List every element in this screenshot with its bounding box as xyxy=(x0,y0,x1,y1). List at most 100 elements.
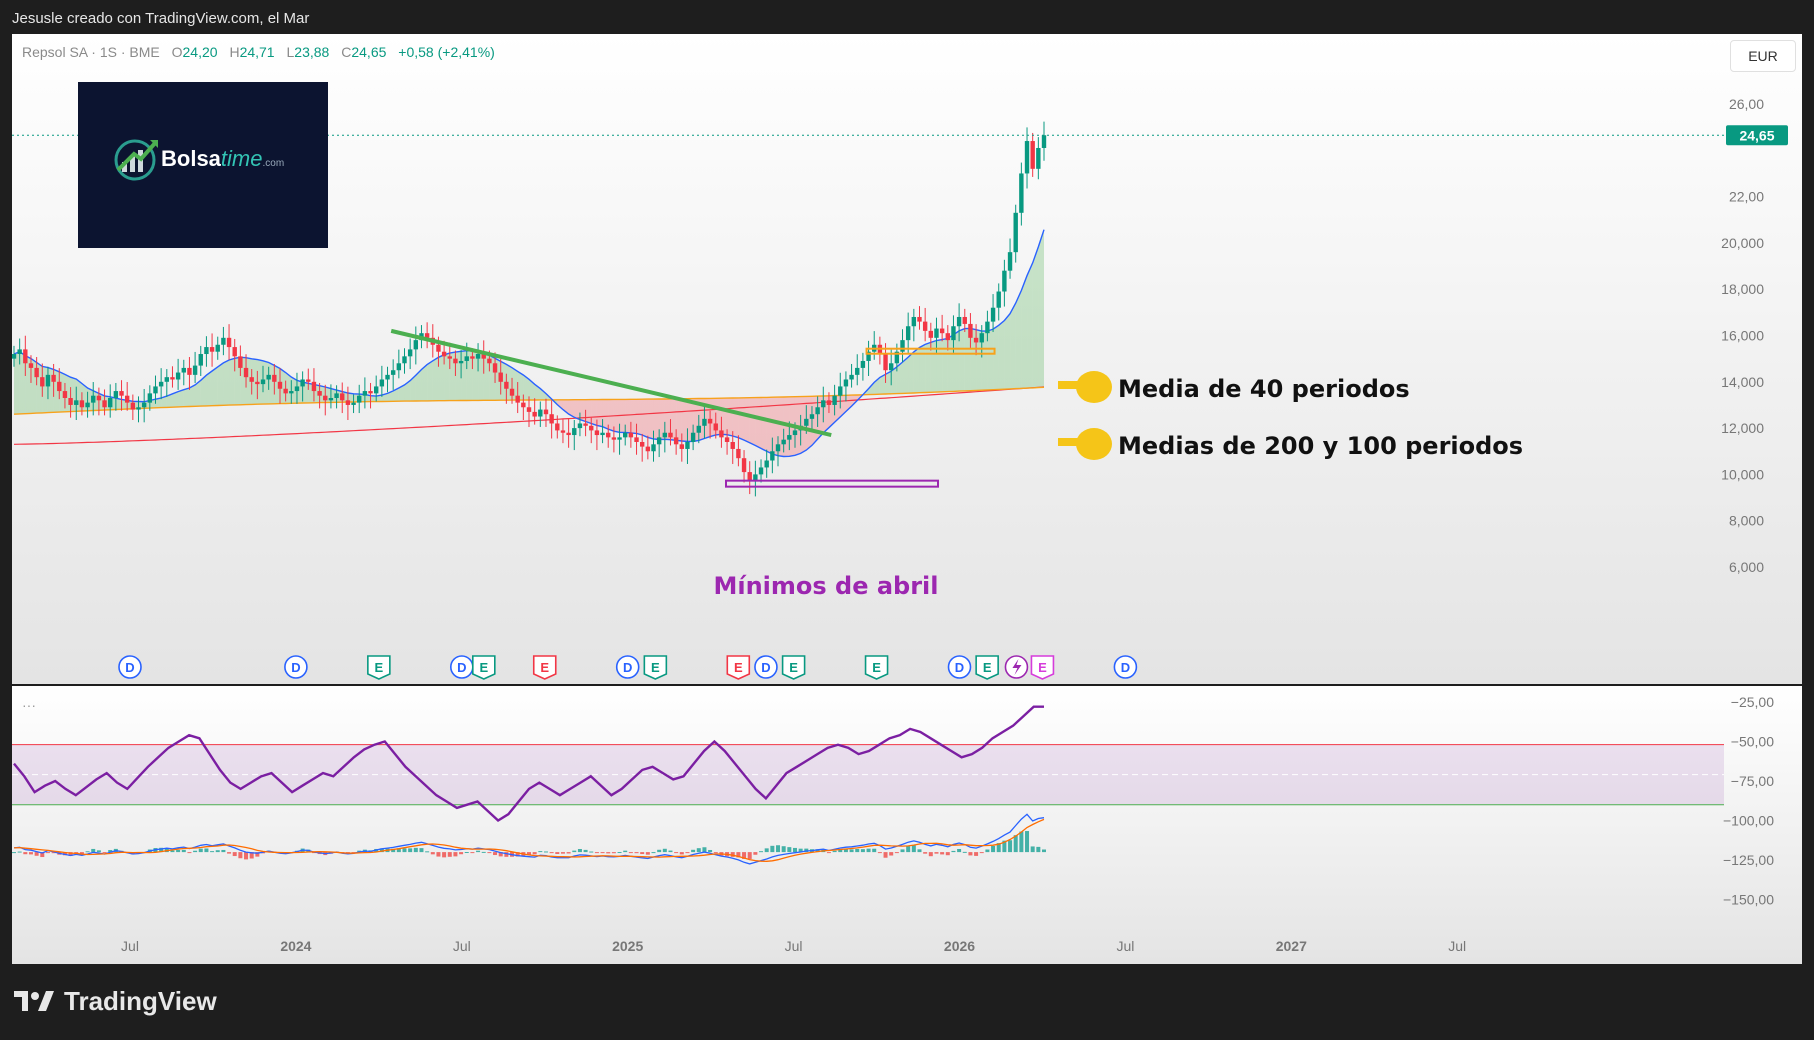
macd-histogram-bar xyxy=(855,848,860,853)
ma-fill-band xyxy=(195,380,201,407)
macd-histogram-bar xyxy=(674,852,679,854)
candle-body xyxy=(357,395,362,403)
ma-fill-band xyxy=(653,399,660,440)
macd-histogram-bar xyxy=(979,852,984,854)
osc-pane-bg xyxy=(12,686,1802,964)
candle-body xyxy=(611,437,617,440)
candle-body xyxy=(153,386,158,394)
chart-svg[interactable]: Mínimos de abril Media de 40 periodos Medi… xyxy=(12,34,1802,964)
macd-histogram-bar xyxy=(651,852,656,854)
ma-fill-band xyxy=(647,399,654,439)
ma-fill-band xyxy=(585,399,592,424)
candle-body xyxy=(623,432,628,438)
ma-fill-band xyxy=(919,344,926,393)
ma-fill-band xyxy=(178,389,184,407)
ma-fill-band xyxy=(172,391,179,408)
candle-body xyxy=(985,321,990,334)
candle-body xyxy=(175,372,181,380)
macd-histogram-bar xyxy=(685,852,690,854)
candle-body xyxy=(390,370,396,375)
hand-finger xyxy=(1058,438,1080,446)
candle-body xyxy=(656,437,662,445)
candle-body xyxy=(849,374,854,380)
macd-histogram-bar xyxy=(244,852,249,860)
trendline xyxy=(390,328,832,437)
earnings-event-label: E xyxy=(983,660,992,675)
candle-body xyxy=(724,437,730,442)
dividend-event-label: D xyxy=(623,660,632,675)
macd-histogram-bar xyxy=(753,852,758,855)
earnings-event-icon xyxy=(1030,655,1055,680)
macd-histogram-bar xyxy=(634,852,639,854)
ma-fill-band xyxy=(393,387,399,402)
earnings-event-label: E xyxy=(375,660,384,675)
ma-fill-band xyxy=(42,366,48,413)
candle-body xyxy=(560,430,566,433)
candle-body xyxy=(928,330,934,338)
macd-histogram-bar xyxy=(453,852,458,857)
candle-body xyxy=(283,388,288,394)
ma-fill-band xyxy=(925,342,931,393)
macd-histogram-bar xyxy=(51,852,56,854)
dividend-event-icon xyxy=(615,655,640,679)
ma-fill-band xyxy=(710,398,716,437)
macd-histogram-bar xyxy=(91,848,96,853)
candle-body xyxy=(368,391,373,394)
candle-body xyxy=(821,400,826,408)
macd-histogram-bar xyxy=(96,850,101,853)
ma-fill-band xyxy=(14,351,20,415)
macd-histogram-bar xyxy=(872,848,877,853)
symbol-legend: Repsol SA · 1S · BME O24,20 H24,71 L23,8… xyxy=(22,44,495,60)
candle-body xyxy=(532,411,537,417)
ma-fill-band xyxy=(25,355,31,414)
currency-button[interactable]: EUR xyxy=(1730,40,1796,72)
ma-fill-band xyxy=(455,351,462,401)
ma-fill-band xyxy=(1027,262,1033,389)
earnings-event-label: E xyxy=(479,660,488,675)
candle-body xyxy=(136,407,141,410)
tradingview-footer[interactable]: TradingView xyxy=(14,986,217,1017)
time-tick-label: 2025 xyxy=(612,938,643,954)
candle-body xyxy=(758,467,764,475)
macd-histogram-bar xyxy=(640,852,645,855)
ma-fill-band xyxy=(602,399,609,430)
macd-histogram-bar xyxy=(1008,840,1013,853)
price-tick-label: 20,000 xyxy=(1721,235,1764,251)
macd-histogram-bar xyxy=(159,847,164,853)
dividend-event-label: D xyxy=(1121,660,1130,675)
macd-histogram-bar xyxy=(776,845,781,853)
candle-body xyxy=(832,395,837,405)
candle-body xyxy=(487,358,492,364)
candle-body xyxy=(962,316,967,324)
ma-fill-band xyxy=(200,375,207,407)
candle-body xyxy=(170,377,175,380)
candle-body xyxy=(221,337,226,345)
candle-body xyxy=(238,356,243,368)
hand-finger xyxy=(1058,381,1080,389)
candle-body xyxy=(566,432,571,436)
osc-tick-label: −25,00 xyxy=(1731,694,1774,710)
candle-body xyxy=(713,423,718,431)
label-medias-200-100: Medias de 200 y 100 periodos xyxy=(1118,432,1523,460)
macd-histogram-bar xyxy=(826,852,831,854)
candle-body xyxy=(1030,141,1035,169)
time-tick-label: Jul xyxy=(121,938,139,954)
price-tick-label: 10,000 xyxy=(1721,466,1764,482)
macd-histogram-bar xyxy=(679,852,684,855)
ma-fill-band xyxy=(432,357,439,401)
macd-histogram-bar xyxy=(176,849,181,853)
candle-body xyxy=(158,381,164,387)
ma-fill-band xyxy=(557,399,563,410)
macd-histogram-bar xyxy=(560,852,565,854)
candle-body xyxy=(130,402,136,410)
osc-tick-label: −50,00 xyxy=(1731,734,1774,750)
ma-fill-band xyxy=(217,362,224,406)
ma-fill-band xyxy=(285,372,292,404)
macd-histogram-bar xyxy=(860,849,865,853)
macd-histogram-bar xyxy=(515,852,520,857)
candle-body xyxy=(696,425,701,433)
lightning-glyph xyxy=(1012,659,1022,675)
macd-histogram-bar xyxy=(215,850,220,853)
chart-frame[interactable]: Mínimos de abril Media de 40 periodos Medi… xyxy=(12,34,1802,964)
candle-body xyxy=(464,356,469,361)
